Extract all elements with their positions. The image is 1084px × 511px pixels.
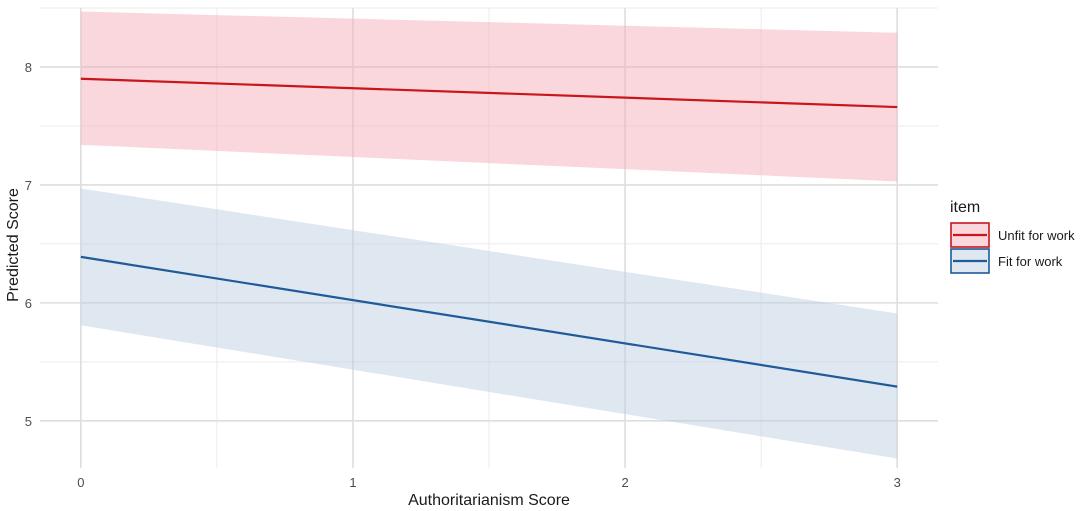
tick-labels: 0 1 2 3 5 6 7 8 <box>25 60 901 490</box>
confidence-bands <box>80 11 898 459</box>
x-tick-label: 2 <box>621 475 628 490</box>
legend-label: Fit for work <box>998 254 1063 269</box>
y-tick-label: 7 <box>25 178 32 193</box>
legend-title: item <box>950 199 980 216</box>
x-axis-title: Authoritarianism Score <box>408 492 570 509</box>
y-axis-title: Predicted Score <box>5 188 22 302</box>
y-tick-label: 5 <box>25 414 32 429</box>
x-tick-label: 1 <box>349 475 356 490</box>
ci-band-unfit-for-work <box>80 11 898 182</box>
y-tick-label: 6 <box>25 296 32 311</box>
ci-band-fit-for-work <box>80 188 898 459</box>
legend-label: Unfit for work <box>998 228 1075 243</box>
x-tick-label: 3 <box>894 475 901 490</box>
legend-item-unfit-for-work: Unfit for work <box>950 222 1075 248</box>
y-tick-label: 8 <box>25 60 32 75</box>
series-line-unfit-for-work <box>80 77 898 109</box>
grid <box>40 7 938 468</box>
series-lines <box>80 77 898 388</box>
x-tick-label: 0 <box>77 475 84 490</box>
series-line-fit-for-work <box>80 255 898 388</box>
legend: item Unfit for work Fit for work <box>950 199 1075 274</box>
legend-item-fit-for-work: Fit for work <box>950 248 1063 274</box>
